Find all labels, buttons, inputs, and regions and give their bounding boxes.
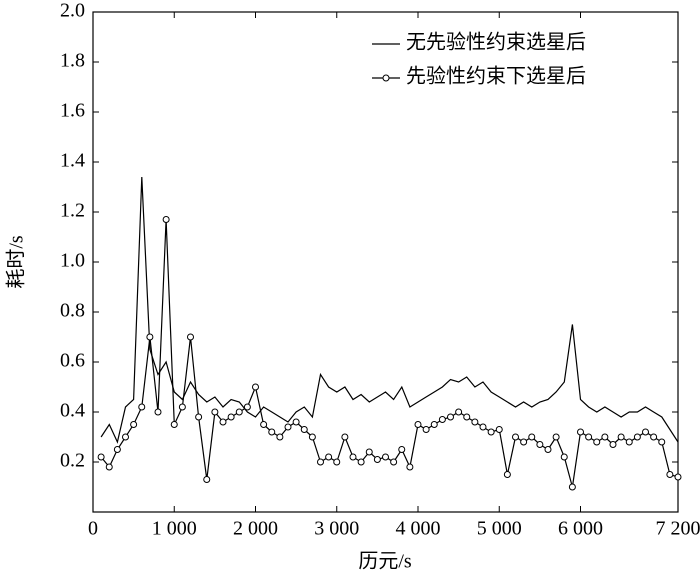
point-marker bbox=[495, 426, 503, 433]
point-marker bbox=[593, 438, 601, 446]
x-tick-label: 1 000 bbox=[152, 518, 197, 540]
point-marker bbox=[284, 423, 292, 431]
point-marker bbox=[463, 413, 471, 421]
y-tick-label: 0.8 bbox=[60, 300, 85, 322]
point-marker bbox=[162, 216, 170, 223]
point-marker bbox=[105, 463, 113, 471]
point-marker bbox=[650, 433, 658, 441]
point-marker bbox=[430, 421, 438, 428]
point-marker bbox=[276, 433, 284, 441]
point-marker bbox=[341, 433, 349, 441]
point-marker bbox=[122, 433, 129, 441]
point-marker bbox=[219, 418, 227, 426]
x-tick-label: 0 bbox=[88, 518, 98, 540]
point-marker bbox=[113, 446, 121, 453]
legend-marker bbox=[382, 74, 390, 82]
x-tick-label: 2 000 bbox=[233, 518, 278, 540]
point-marker bbox=[503, 471, 511, 478]
point-marker bbox=[674, 473, 682, 481]
point-marker bbox=[658, 438, 666, 446]
x-tick-label: 7 200 bbox=[656, 518, 700, 540]
y-tick-label: 1.4 bbox=[60, 150, 85, 172]
series-line bbox=[100, 219, 679, 488]
point-marker bbox=[536, 441, 544, 448]
point-marker bbox=[552, 433, 560, 441]
x-tick-label: 5 000 bbox=[477, 518, 522, 540]
x-tick-label: 3 000 bbox=[314, 518, 359, 540]
point-marker bbox=[300, 426, 308, 433]
point-marker bbox=[471, 418, 479, 426]
point-marker bbox=[203, 476, 211, 483]
point-marker bbox=[130, 421, 138, 428]
y-tick-label: 0.4 bbox=[60, 400, 85, 422]
point-marker bbox=[398, 446, 406, 453]
y-tick-label: 1.0 bbox=[60, 250, 85, 272]
point-marker bbox=[512, 433, 519, 441]
point-marker bbox=[382, 453, 389, 461]
point-marker bbox=[325, 453, 333, 461]
point-marker bbox=[447, 413, 454, 421]
point-marker bbox=[560, 453, 568, 461]
point-marker bbox=[601, 433, 609, 441]
y-tick-label: 1.6 bbox=[60, 100, 85, 122]
x-tick-label: 4 000 bbox=[396, 518, 441, 540]
point-marker bbox=[414, 421, 422, 428]
legend-label: 先验性约束下选星后 bbox=[406, 65, 586, 88]
point-marker bbox=[349, 453, 357, 461]
point-marker bbox=[406, 463, 414, 471]
point-marker bbox=[365, 448, 373, 456]
point-marker bbox=[520, 438, 528, 446]
point-marker bbox=[390, 458, 398, 466]
point-marker bbox=[317, 458, 324, 466]
point-marker bbox=[154, 408, 162, 416]
point-marker bbox=[308, 433, 316, 441]
x-tick-label: 6 000 bbox=[558, 518, 603, 540]
point-marker bbox=[178, 403, 186, 411]
point-marker bbox=[235, 408, 243, 416]
point-marker bbox=[666, 471, 674, 478]
point-marker bbox=[333, 458, 341, 466]
y-axis-label: 耗时/s bbox=[5, 235, 28, 289]
point-marker bbox=[357, 458, 365, 466]
point-marker bbox=[455, 408, 463, 416]
x-axis-label: 历元/s bbox=[358, 551, 412, 573]
point-marker bbox=[528, 433, 536, 441]
point-marker bbox=[268, 428, 276, 436]
point-marker bbox=[609, 441, 617, 448]
point-marker bbox=[170, 421, 178, 428]
y-tick-label: 1.8 bbox=[60, 50, 85, 72]
point-marker bbox=[487, 428, 495, 436]
point-marker bbox=[373, 456, 381, 463]
point-marker bbox=[211, 408, 219, 416]
point-marker bbox=[438, 416, 446, 423]
y-tick-label: 1.2 bbox=[60, 200, 85, 222]
point-marker bbox=[195, 413, 203, 421]
point-marker bbox=[187, 333, 194, 341]
point-marker bbox=[422, 426, 430, 433]
y-tick-label: 0.2 bbox=[60, 450, 85, 472]
point-marker bbox=[625, 438, 633, 446]
point-marker bbox=[633, 433, 641, 441]
point-marker bbox=[146, 333, 154, 341]
legend-label: 无先验性约束选星后 bbox=[406, 31, 586, 54]
point-marker bbox=[292, 418, 300, 426]
point-marker bbox=[617, 433, 625, 441]
y-tick-label: 2.0 bbox=[60, 0, 85, 22]
point-marker bbox=[227, 413, 235, 421]
point-marker bbox=[577, 428, 584, 436]
point-marker bbox=[585, 433, 593, 441]
y-tick-label: 0.6 bbox=[60, 350, 85, 372]
point-marker bbox=[252, 383, 259, 391]
point-marker bbox=[97, 453, 105, 461]
series-line bbox=[100, 176, 679, 444]
point-marker bbox=[568, 483, 576, 491]
point-marker bbox=[642, 428, 649, 436]
point-marker bbox=[260, 421, 268, 428]
point-marker bbox=[479, 423, 487, 431]
point-marker bbox=[243, 403, 251, 411]
point-marker bbox=[544, 446, 552, 453]
point-marker bbox=[138, 403, 146, 411]
